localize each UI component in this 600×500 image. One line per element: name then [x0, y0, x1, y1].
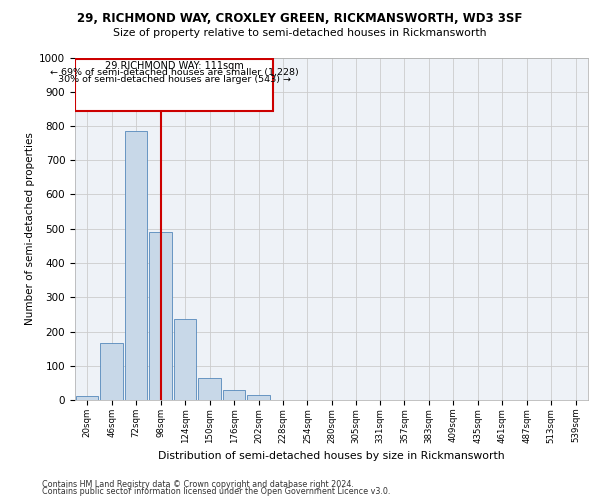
Bar [199, 378, 221, 400]
Text: 30% of semi-detached houses are larger (543) →: 30% of semi-detached houses are larger (… [58, 75, 290, 84]
Bar [100, 344, 123, 400]
Text: 29, RICHMOND WAY, CROXLEY GREEN, RICKMANSWORTH, WD3 3SF: 29, RICHMOND WAY, CROXLEY GREEN, RICKMAN… [77, 12, 523, 26]
Y-axis label: Number of semi-detached properties: Number of semi-detached properties [25, 132, 35, 325]
Text: Size of property relative to semi-detached houses in Rickmansworth: Size of property relative to semi-detach… [113, 28, 487, 38]
Bar [223, 390, 245, 400]
Bar [125, 131, 148, 400]
Bar [247, 395, 270, 400]
Bar [76, 396, 98, 400]
Text: Contains public sector information licensed under the Open Government Licence v3: Contains public sector information licen… [42, 488, 391, 496]
X-axis label: Distribution of semi-detached houses by size in Rickmansworth: Distribution of semi-detached houses by … [158, 451, 505, 461]
Text: 29 RICHMOND WAY: 111sqm: 29 RICHMOND WAY: 111sqm [104, 62, 244, 72]
Bar [174, 319, 196, 400]
Text: Contains HM Land Registry data © Crown copyright and database right 2024.: Contains HM Land Registry data © Crown c… [42, 480, 354, 489]
Text: ← 69% of semi-detached houses are smaller (1,228): ← 69% of semi-detached houses are smalle… [50, 68, 298, 77]
Bar [76, 58, 272, 110]
Bar [149, 232, 172, 400]
